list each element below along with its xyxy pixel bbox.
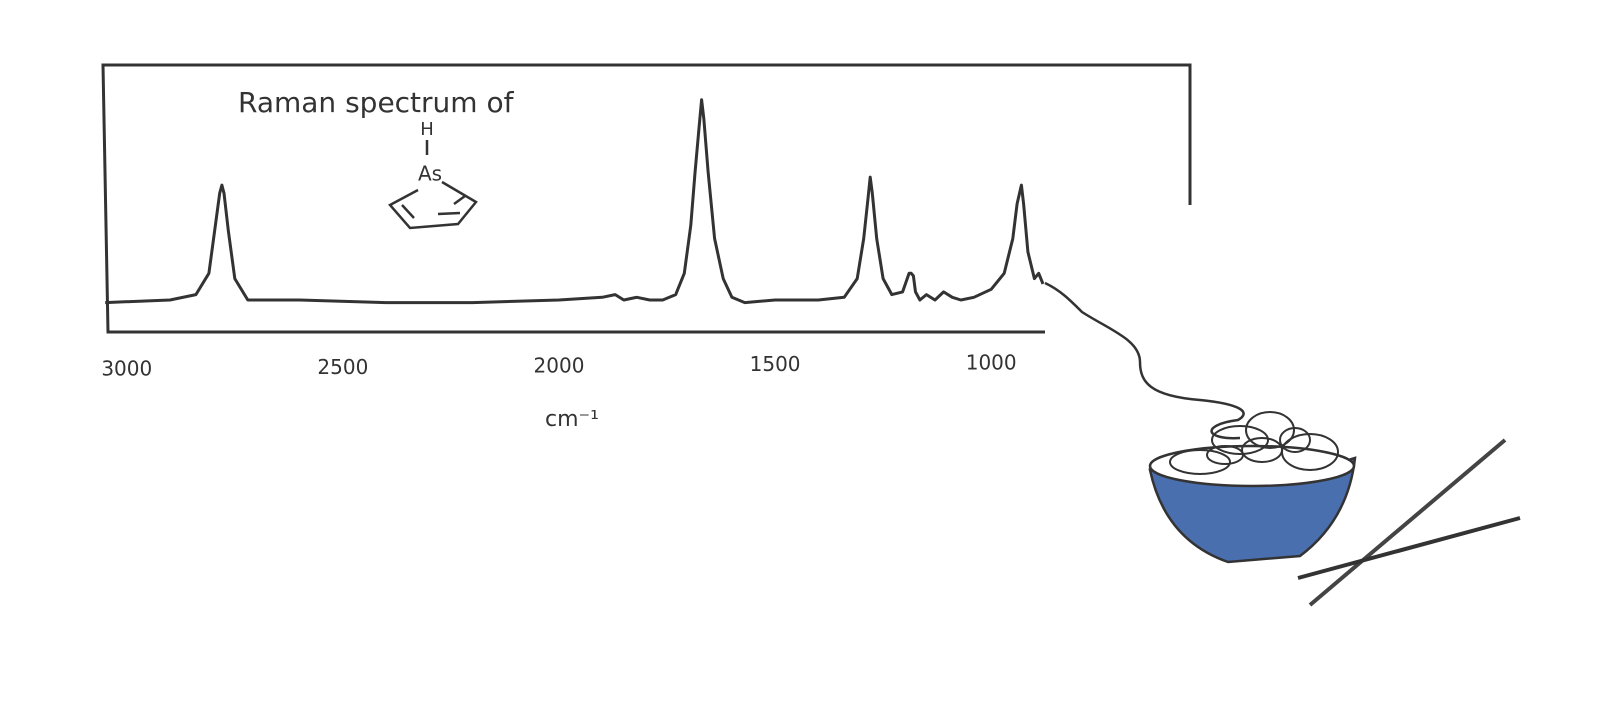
- chopstick: [1308, 438, 1507, 607]
- ring: [388, 180, 478, 230]
- frame: [101, 63, 1192, 334]
- x-tick-label: 1500: [750, 352, 801, 376]
- x-tick-label: 2500: [317, 355, 368, 379]
- atom-label: As: [418, 162, 442, 186]
- x-tick-label: 3000: [101, 357, 152, 381]
- bowl-rim: [1148, 444, 1356, 488]
- x-axis-label: cm⁻¹: [545, 407, 599, 432]
- x-tick-label: 1000: [966, 351, 1017, 375]
- chart-title: Raman spectrum of: [238, 86, 514, 119]
- x-tick-label: 2000: [534, 354, 585, 378]
- noodle: [1044, 281, 1245, 440]
- chopstick: [1297, 516, 1521, 580]
- atom-label: H: [420, 119, 434, 140]
- double-bonds: [401, 194, 466, 219]
- noodles: [1169, 411, 1339, 475]
- spectrum-line: [105, 98, 1045, 305]
